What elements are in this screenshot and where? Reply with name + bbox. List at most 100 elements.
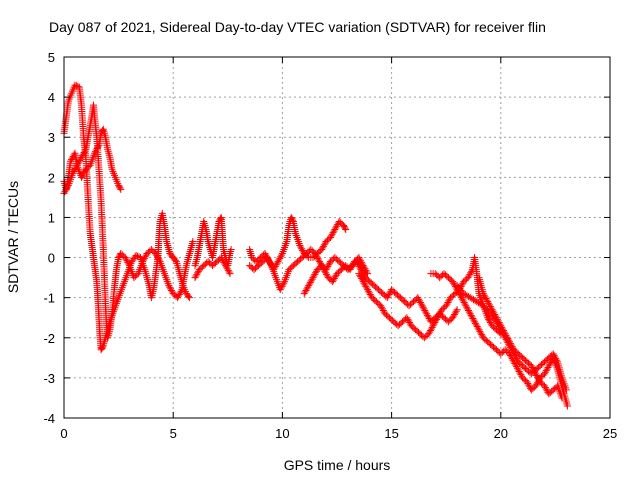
data-point: [332, 224, 340, 232]
data-point: [311, 270, 319, 278]
y-tick-label: -4: [43, 411, 55, 426]
data-point: [132, 252, 140, 260]
x-tick-label: 10: [275, 426, 289, 441]
data-point: [483, 296, 491, 304]
series-track-c: [60, 101, 197, 342]
data-point: [222, 263, 230, 271]
data-point: [316, 258, 324, 266]
x-tick-label: 25: [603, 426, 617, 441]
data-point: [276, 254, 284, 262]
series-track-l: [475, 274, 566, 402]
data-point: [415, 295, 423, 303]
y-axis-label: SDTVAR / TECUs: [5, 181, 21, 293]
data-point: [486, 302, 494, 310]
data-point: [363, 284, 371, 292]
y-tick-labels: -4 -3 -2 -1 0 1 2 3 4 5: [43, 50, 55, 426]
data-point: [405, 317, 413, 325]
data-point: [436, 309, 444, 317]
data-point: [419, 303, 427, 311]
data-point: [501, 330, 509, 338]
data-point: [435, 311, 443, 319]
data-point: [121, 254, 129, 262]
data-point: [378, 305, 386, 313]
data-point: [550, 351, 558, 359]
data-point: [485, 299, 493, 307]
data-point: [482, 294, 490, 302]
data-point: [404, 315, 412, 323]
data-point: [465, 308, 473, 316]
data-point: [72, 82, 80, 90]
data-point: [171, 256, 179, 264]
data-point: [362, 282, 370, 290]
y-tick-label: -1: [43, 291, 55, 306]
data-point: [223, 265, 231, 273]
data-point: [319, 242, 327, 250]
data-point: [77, 153, 85, 161]
data-point: [220, 258, 228, 266]
data-point: [91, 149, 99, 157]
data-point: [423, 311, 431, 319]
data-point: [312, 269, 320, 277]
data-point: [341, 224, 349, 232]
data-point: [302, 286, 310, 294]
data-point: [562, 386, 570, 394]
x-tick-labels: 0 5 10 15 20 25: [60, 426, 617, 441]
data-point: [484, 298, 492, 306]
data-point: [478, 331, 486, 339]
data-point: [305, 282, 313, 290]
data-point: [527, 362, 535, 370]
data-point: [459, 297, 467, 305]
data-point: [74, 160, 82, 168]
data-point: [125, 260, 133, 268]
data-point: [452, 307, 460, 315]
data-point: [533, 371, 541, 379]
data-point: [466, 310, 474, 318]
data-point: [78, 172, 86, 180]
data-point: [174, 292, 182, 300]
data-point: [301, 288, 309, 296]
data-point: [139, 256, 147, 264]
data-point: [464, 274, 472, 282]
data-point: [308, 275, 316, 283]
data-point: [545, 362, 553, 370]
data-point: [141, 253, 149, 261]
data-point: [304, 283, 312, 291]
data-point: [481, 293, 489, 301]
data-point: [306, 278, 314, 286]
data-point: [73, 161, 81, 169]
data-point: [464, 307, 472, 315]
data-point: [450, 311, 458, 319]
data-point: [497, 322, 505, 330]
data-point: [63, 183, 71, 191]
x-axis-label: GPS time / hours: [284, 457, 391, 473]
data-point: [72, 163, 80, 171]
data-point: [505, 336, 513, 344]
data-point: [493, 315, 501, 323]
data-point: [186, 294, 194, 302]
x-tick-label: 0: [60, 426, 67, 441]
y-tick-label: 2: [48, 170, 55, 185]
data-point: [506, 339, 514, 347]
series-track-d: [191, 213, 235, 270]
data-point: [359, 278, 367, 286]
data-point: [542, 385, 550, 393]
data-point: [515, 367, 523, 375]
data-point: [75, 158, 83, 166]
data-point: [152, 250, 160, 258]
x-tick-label: 20: [494, 426, 508, 441]
data-point: [303, 285, 311, 293]
data-point: [544, 363, 552, 371]
data-point: [310, 272, 318, 280]
data-point: [444, 298, 452, 306]
data-point: [495, 319, 503, 327]
data-point: [167, 286, 175, 294]
data-point: [530, 367, 538, 375]
data-point: [507, 341, 515, 349]
data-point: [385, 290, 393, 298]
data-point: [331, 225, 339, 233]
data-point: [70, 166, 78, 174]
data-point: [464, 305, 472, 313]
data-point: [194, 269, 202, 277]
data-point: [425, 330, 433, 338]
data-point: [329, 278, 337, 286]
